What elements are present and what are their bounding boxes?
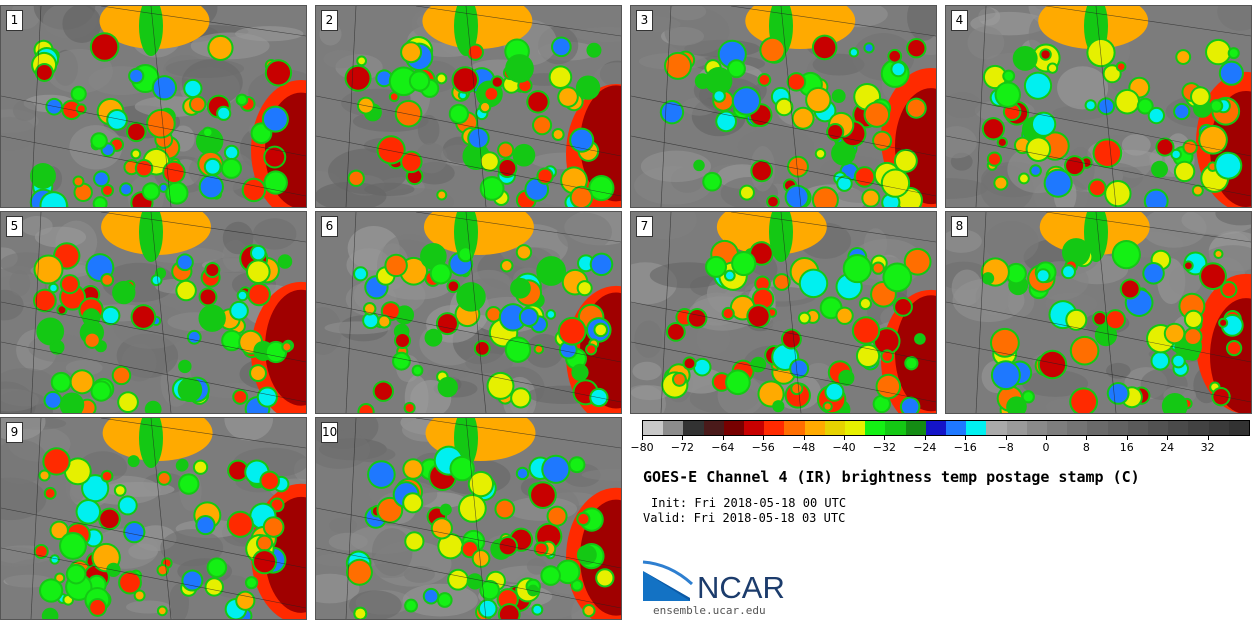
colorbar-segment: [723, 421, 745, 435]
member-label: 8: [951, 216, 968, 237]
colorbar-tick-label: −16: [953, 441, 977, 454]
member-label: 10: [321, 422, 338, 443]
colorbar-segment: [966, 421, 987, 435]
colorbar-tick: [1005, 436, 1007, 440]
colorbar-tick-label: 16: [1119, 441, 1134, 454]
colorbar-tick: [884, 436, 886, 440]
member-panel-6: 6: [315, 211, 622, 414]
colorbar-segment: [1026, 421, 1048, 435]
satellite-image: [631, 212, 936, 413]
satellite-image: [1, 418, 306, 619]
member-label: 1: [6, 10, 23, 31]
colorbar-segment: [1107, 421, 1128, 435]
colorbar-tick-label: 32: [1200, 441, 1215, 454]
init-time: Init: Fri 2018-05-18 00 UTC: [651, 496, 847, 510]
member-panel-9: 9: [0, 417, 307, 620]
colorbar-tick: [1207, 436, 1209, 440]
colorbar-tick: [722, 436, 724, 440]
colorbar-segment: [824, 421, 846, 435]
colorbar-segment: [1067, 421, 1088, 435]
colorbar-segment: [643, 421, 664, 435]
member-panel-2: 2: [315, 5, 622, 208]
member-panel-1: 1: [0, 5, 307, 208]
colorbar-tick-label: −8: [997, 441, 1014, 454]
colorbar-ticks: −80 −72 −64 −56 −48 −40 −32 −24 −16 −8 0 8 16 24 32: [630, 436, 1248, 456]
member-label: 7: [636, 216, 653, 237]
colorbar-segment: [946, 421, 967, 435]
colorbar-tick: [642, 436, 643, 440]
colorbar-segment: [925, 421, 947, 435]
colorbar-segment: [784, 421, 805, 435]
member-panel-4: 4: [945, 5, 1252, 208]
colorbar-tick-label: −72: [670, 441, 694, 454]
colorbar-segment: [986, 421, 1007, 435]
colorbar-tick-label: 8: [1082, 441, 1090, 454]
satellite-image: [1, 6, 306, 207]
member-panel-3: 3: [630, 5, 937, 208]
colorbar-tick: [844, 436, 845, 440]
valid-time: Valid: Fri 2018-05-18 03 UTC: [643, 511, 846, 525]
colorbar-segment: [703, 421, 724, 435]
colorbar-segment: [663, 421, 684, 435]
colorbar-segment: [1168, 421, 1189, 435]
colorbar-segment: [1127, 421, 1149, 435]
member-panel-10: 10: [315, 417, 622, 620]
colorbar-segment: [764, 421, 785, 435]
colorbar-segment: [1228, 421, 1250, 435]
ncar-logo-icon: [642, 560, 694, 601]
member-label: 9: [6, 422, 23, 443]
colorbar-tick-label: 0: [1042, 441, 1050, 454]
satellite-image: [316, 418, 621, 619]
colorbar-tick-label: −56: [751, 441, 775, 454]
colorbar-segment: [1188, 421, 1209, 435]
satellite-image: [631, 6, 936, 207]
member-panel-5: 5: [0, 211, 307, 414]
colorbar-segment: [683, 421, 704, 435]
member-label: 2: [321, 10, 338, 31]
logo-text: NCAR: [697, 570, 785, 605]
colorbar-segment: [804, 421, 825, 435]
colorbar-segment: [1087, 421, 1108, 435]
satellite-image: [316, 212, 621, 413]
colorbar-tick: [965, 436, 967, 440]
satellite-image: [946, 6, 1251, 207]
colorbar-tick: [1086, 436, 1088, 440]
member-label: 5: [6, 216, 23, 237]
colorbar-tick: [1046, 436, 1047, 440]
colorbar-tick-label: −48: [791, 441, 816, 454]
member-label: 3: [636, 10, 653, 31]
colorbar-segment: [885, 421, 906, 435]
colorbar-tick: [803, 436, 805, 440]
colorbar-segment: [1148, 421, 1169, 435]
colorbar-tick-label: −32: [872, 441, 896, 454]
colorbar-segment: [865, 421, 886, 435]
colorbar-segment: [905, 421, 926, 435]
colorbar-segment: [744, 421, 765, 435]
satellite-image: [946, 212, 1251, 413]
colorbar-tick: [1126, 436, 1128, 440]
colorbar: [642, 420, 1250, 436]
figure-title: GOES-E Channel 4 (IR) brightness temp po…: [643, 468, 1140, 486]
colorbar-tick: [763, 436, 765, 440]
colorbar-tick: [682, 436, 684, 440]
colorbar-tick-label: −40: [832, 441, 856, 454]
colorbar-tick-label: −64: [711, 441, 735, 454]
colorbar-segment: [845, 421, 866, 435]
member-label: 4: [951, 10, 968, 31]
satellite-image: [316, 6, 621, 207]
colorbar-tick: [924, 436, 926, 440]
member-panel-7: 7: [630, 211, 937, 414]
colorbar-tick: [1167, 436, 1169, 440]
website-text: ensemble.ucar.edu: [653, 604, 766, 617]
colorbar-segment: [1047, 421, 1068, 435]
satellite-image: [1, 212, 306, 413]
colorbar-segment: [1006, 421, 1027, 435]
colorbar-tick-label: 24: [1160, 441, 1175, 454]
colorbar-tick-label: −80: [630, 441, 654, 454]
member-panel-8: 8: [945, 211, 1252, 414]
member-label: 6: [321, 216, 338, 237]
colorbar-segment: [1208, 421, 1229, 435]
colorbar-tick-label: −24: [913, 441, 937, 454]
